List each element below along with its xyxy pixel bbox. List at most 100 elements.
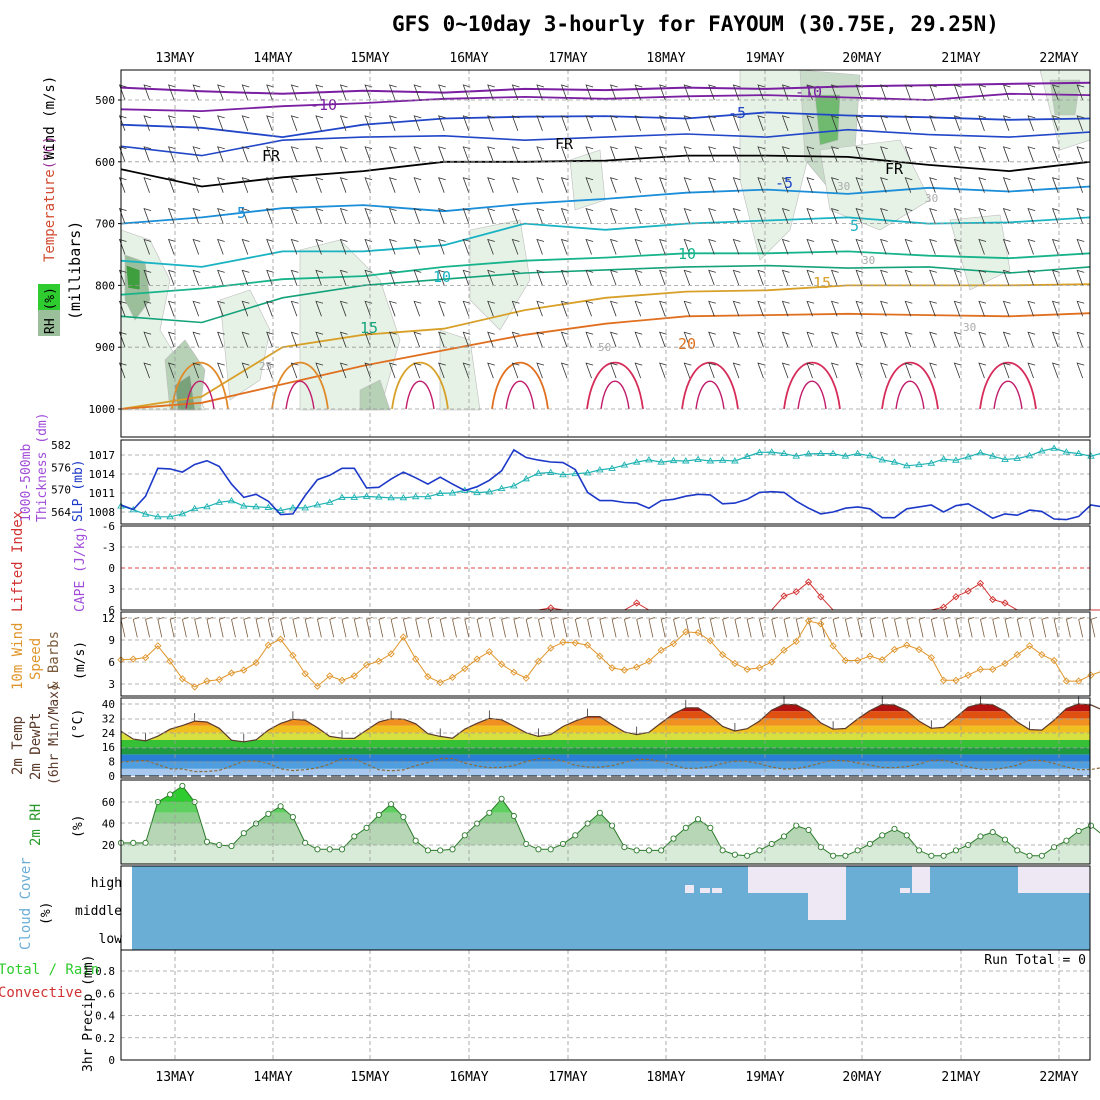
x-date-label-top: 21MAY — [941, 51, 980, 66]
wind-speed-marker — [657, 646, 665, 654]
surface-wind-barb — [967, 616, 975, 638]
thickness-marker — [362, 492, 371, 499]
wind-barb — [192, 146, 201, 162]
rh-marker — [1038, 852, 1045, 859]
wind-barb — [266, 362, 274, 379]
wind-barb — [143, 146, 152, 162]
wind-barb — [1076, 331, 1085, 348]
rh-grid — [121, 780, 1090, 864]
slp-frame — [120, 439, 1091, 525]
wind-speed-marker — [804, 617, 813, 625]
wind-barb — [241, 362, 250, 379]
wind-barb — [708, 146, 716, 162]
wind-barb — [683, 238, 692, 255]
x-date-label-bottom: 14MAY — [253, 1070, 292, 1085]
surface-wind-barb — [488, 616, 496, 638]
surface-wind-barb — [402, 616, 410, 638]
temperature-label: Temperature(°C) — [42, 136, 58, 262]
wind-speed-marker — [583, 641, 592, 649]
rh-marker — [744, 852, 751, 859]
thickness-marker — [878, 456, 887, 463]
wind-barb — [192, 84, 201, 101]
li-marker — [804, 578, 813, 586]
wind-speed-marker — [215, 675, 223, 684]
wind-barb — [388, 362, 397, 379]
thickness-marker — [203, 502, 211, 510]
wind-barb — [118, 362, 127, 379]
rh-marker — [854, 847, 861, 854]
wind-barb — [511, 84, 520, 101]
wind-barb — [1027, 362, 1036, 379]
slp-line — [120, 448, 1100, 521]
clear-sky-gap — [700, 888, 710, 893]
wind-units-label: Wind (m/s) — [42, 76, 58, 160]
wind-barb — [413, 300, 422, 317]
wind-barb — [929, 331, 937, 348]
wind-barb — [487, 362, 495, 379]
temperature-band — [121, 747, 1090, 755]
rh2m-panel — [117, 782, 1100, 864]
wind-barb — [364, 238, 373, 255]
temp-label-2: 2m DewPt — [28, 713, 44, 780]
wind-barb — [634, 207, 643, 224]
contour-label: FR — [262, 147, 281, 165]
wind-barb — [118, 331, 127, 348]
wind-speed-marker — [768, 658, 776, 666]
thickness-marker — [669, 456, 678, 464]
wind-speed-marker — [375, 657, 383, 665]
wind-barb — [757, 84, 766, 101]
wind-barb — [339, 331, 348, 348]
wind-barb — [1051, 362, 1060, 379]
wind-barb — [167, 362, 176, 379]
x-date-label-top: 18MAY — [646, 51, 685, 66]
slp-axis-label: SLP (mb) — [71, 459, 86, 522]
wind-barb — [192, 300, 201, 317]
wind-barb — [1027, 300, 1036, 317]
wind-label-2: Speed — [28, 638, 44, 680]
wind-barb — [708, 300, 716, 317]
rh-marker — [547, 846, 554, 853]
wind-barb — [585, 238, 594, 255]
rh-marker — [989, 829, 996, 836]
clear-sky-gap — [808, 893, 846, 920]
surface-wind-barb — [341, 616, 349, 638]
wind-barb — [462, 177, 471, 193]
wind-speed-marker — [854, 656, 862, 665]
wind-barb — [217, 84, 225, 101]
surface-wind-barb — [366, 616, 373, 638]
wind-speed-marker — [497, 660, 506, 668]
thickness-marker — [583, 469, 592, 476]
thickness-marker — [1038, 447, 1046, 454]
thickness-marker — [424, 492, 432, 500]
surface-wind-barb — [427, 616, 435, 638]
rh-marker — [768, 840, 775, 847]
wind-barb — [438, 300, 446, 317]
rh-marker — [437, 847, 444, 854]
wind-speed-marker — [534, 657, 543, 665]
thickness-marker — [1087, 452, 1095, 459]
wind-barb — [462, 84, 471, 101]
rh-marker — [375, 811, 382, 818]
thickness-marker — [1074, 449, 1083, 457]
thickness-marker — [239, 502, 248, 509]
wind-barb — [659, 238, 667, 255]
thickness-marker — [436, 489, 445, 496]
wind-barb — [290, 84, 299, 101]
contour-label: -10 — [795, 83, 822, 101]
wind-barb — [192, 362, 201, 379]
temp-grid — [121, 698, 1090, 778]
wind-barb — [757, 300, 766, 317]
thickness-marker — [227, 496, 236, 504]
wind-speed-marker — [755, 664, 764, 672]
wind-label-3: & Barbs — [46, 631, 62, 690]
contour-label: -10 — [310, 96, 337, 114]
surface-wind-barb — [1053, 616, 1061, 638]
temp-tick-label: 24 — [102, 727, 116, 740]
wind-speed-marker — [878, 656, 886, 664]
wind-barb — [781, 238, 790, 255]
wind-barb — [634, 300, 643, 317]
wind-barb — [511, 362, 520, 379]
thickness-marker — [1062, 448, 1071, 455]
thickness-marker — [534, 469, 543, 476]
rh-marker — [510, 812, 517, 820]
